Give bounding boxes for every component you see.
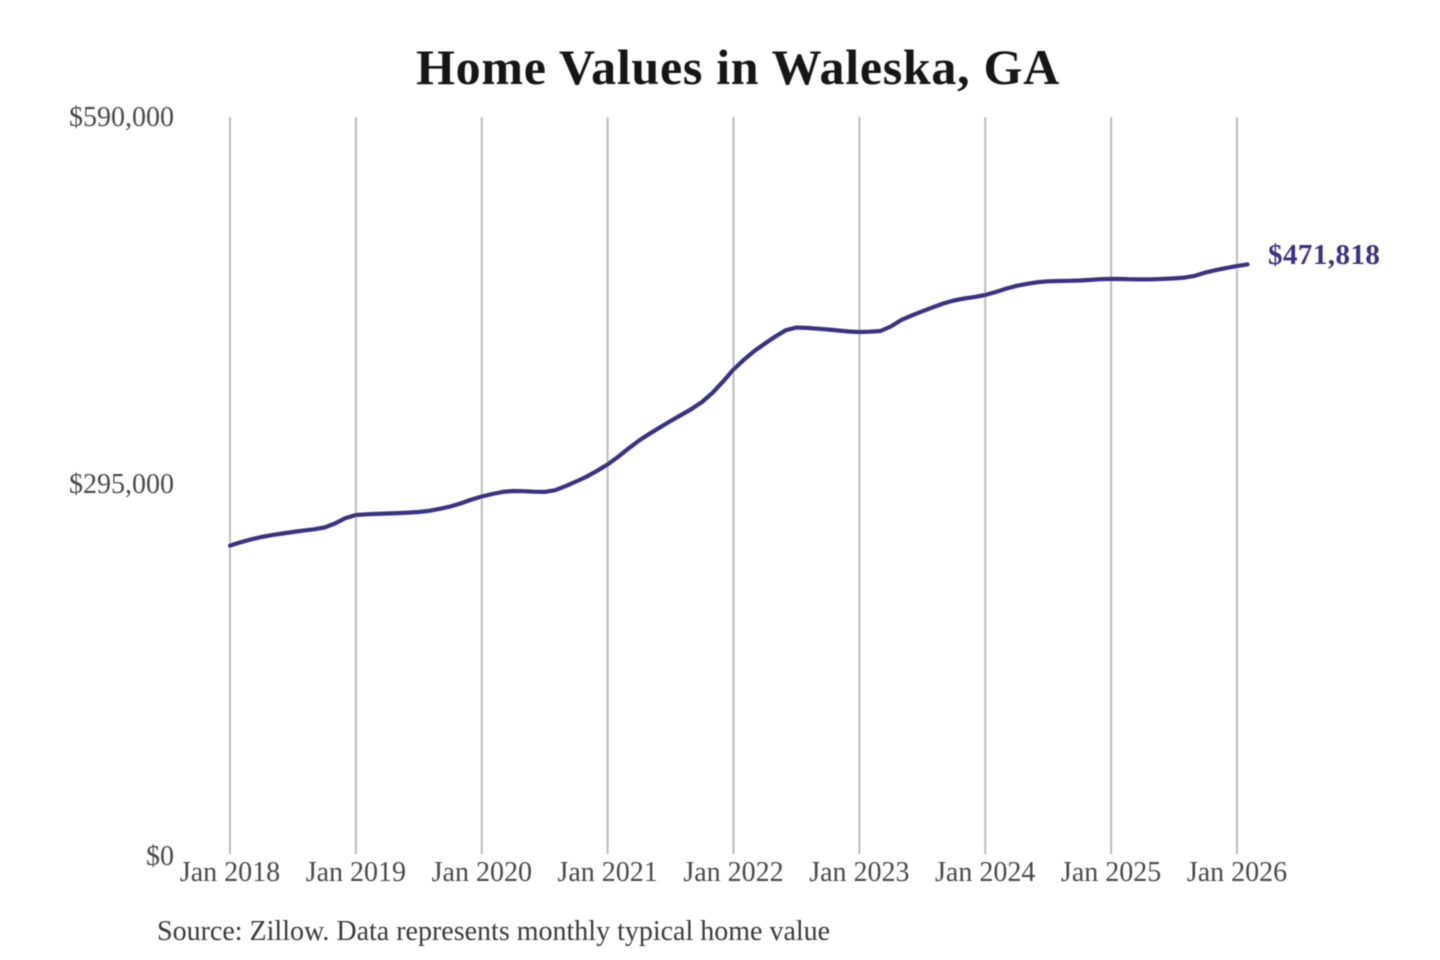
svg-text:Jan 2026: Jan 2026 bbox=[1187, 857, 1287, 888]
svg-text:Jan 2024: Jan 2024 bbox=[935, 857, 1035, 888]
svg-text:Jan 2018: Jan 2018 bbox=[180, 857, 280, 888]
svg-text:Jan 2021: Jan 2021 bbox=[557, 857, 657, 888]
svg-text:$0: $0 bbox=[146, 841, 174, 872]
svg-text:Jan 2023: Jan 2023 bbox=[809, 857, 909, 888]
svg-text:Jan 2025: Jan 2025 bbox=[1061, 857, 1161, 888]
svg-text:Jan 2019: Jan 2019 bbox=[306, 857, 406, 888]
svg-text:Source: Zillow. Data represent: Source: Zillow. Data represents monthly … bbox=[157, 916, 830, 947]
svg-text:$590,000: $590,000 bbox=[69, 102, 174, 133]
svg-text:Jan 2020: Jan 2020 bbox=[432, 857, 532, 888]
svg-text:Jan 2022: Jan 2022 bbox=[683, 857, 783, 888]
svg-text:Home Values in Waleska, GA: Home Values in Waleska, GA bbox=[416, 39, 1060, 95]
svg-text:$471,818: $471,818 bbox=[1268, 239, 1380, 271]
svg-text:$295,000: $295,000 bbox=[69, 469, 174, 500]
